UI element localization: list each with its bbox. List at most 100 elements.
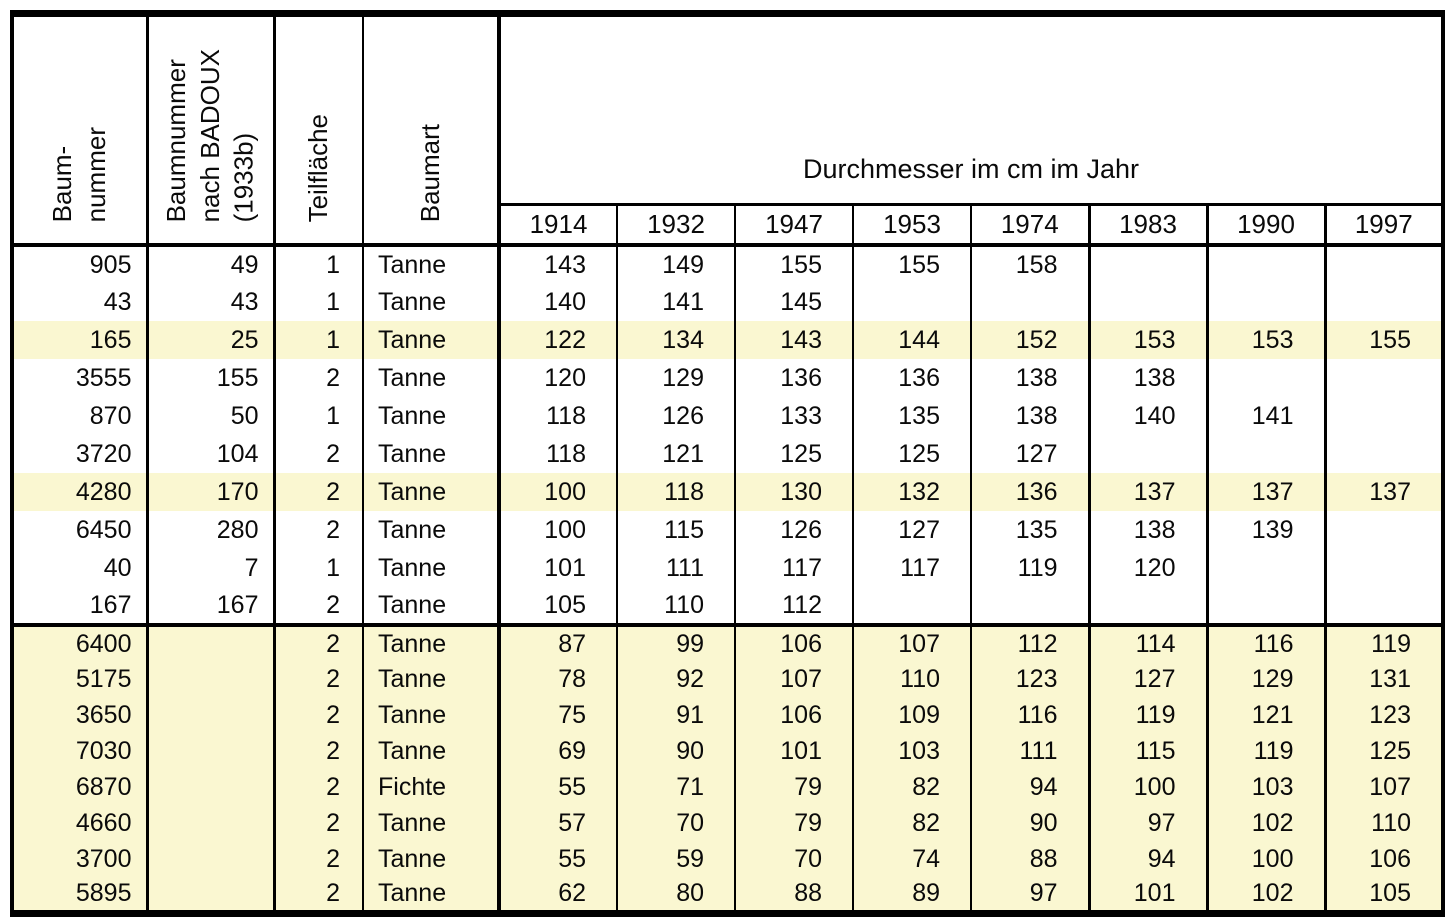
year-value-cell: 152 [971, 321, 1091, 359]
badoux-cell: 7 [147, 549, 276, 587]
year-value-cell: 149 [617, 245, 736, 283]
year-value-cell [853, 283, 972, 321]
year-value-cell: 130 [735, 473, 854, 511]
year-value-cell: 120 [499, 359, 618, 397]
badoux-cell: 50 [147, 397, 276, 435]
year-value-cell [1325, 283, 1443, 321]
year-value-cell: 88 [735, 877, 854, 913]
badoux-cell: 155 [147, 359, 276, 397]
table-row: 3555 155 2 Tanne 120 129 136 136 138 138 [12, 359, 1443, 397]
year-value-cell: 110 [617, 587, 736, 627]
year-value-cell: 70 [617, 805, 736, 841]
col-header-teilflaeche-label: Teilfläche [302, 113, 333, 222]
year-value-cell: 111 [971, 733, 1091, 769]
year-value-cell: 138 [971, 359, 1091, 397]
year-value-cell: 155 [1325, 321, 1443, 359]
year-value-cell: 82 [853, 805, 972, 841]
year-value-cell: 137 [1089, 473, 1209, 511]
baumart-cell: Tanne [363, 805, 501, 841]
year-value-cell: 144 [853, 321, 972, 359]
table-row: 3720 104 2 Tanne 118 121 125 125 127 [12, 435, 1443, 473]
year-value-cell: 136 [735, 359, 854, 397]
year-value-cell [1207, 549, 1327, 587]
baumnummer-cell: 3720 [12, 435, 149, 473]
year-value-cell: 117 [853, 549, 972, 587]
teilflaeche-cell: 2 [274, 511, 364, 549]
baumnummer-cell: 6870 [12, 769, 149, 805]
year-value-cell: 91 [617, 697, 736, 733]
year-value-cell: 88 [971, 841, 1091, 877]
teilflaeche-cell: 2 [274, 769, 364, 805]
baumart-cell: Tanne [363, 877, 501, 913]
year-value-cell: 79 [735, 769, 854, 805]
baumart-cell: Tanne [363, 511, 501, 549]
year-value-cell: 114 [1089, 625, 1209, 661]
col-header-badoux: Baumnummer nach BADOUX (1933b) [147, 13, 276, 247]
year-value-cell [1325, 587, 1443, 627]
year-value-cell: 119 [971, 549, 1091, 587]
baumart-cell: Tanne [363, 661, 501, 697]
year-value-cell [1089, 435, 1209, 473]
baumart-cell: Tanne [363, 697, 501, 733]
year-value-cell: 125 [853, 435, 972, 473]
teilflaeche-cell: 2 [274, 697, 364, 733]
baumart-cell: Tanne [363, 625, 501, 661]
header-row-main: Baum-nummer Baumnummer nach BADOUX (1933b)… [12, 13, 1443, 247]
year-value-cell [1207, 435, 1327, 473]
badoux-cell: 280 [147, 511, 276, 549]
year-value-cell: 119 [1207, 733, 1327, 769]
baumart-cell: Tanne [363, 587, 501, 627]
baumart-cell: Tanne [363, 841, 501, 877]
year-value-cell: 153 [1207, 321, 1327, 359]
year-value-cell: 129 [1207, 661, 1327, 697]
col-header-badoux-label: Baumnummer nach BADOUX (1933b) [160, 48, 259, 222]
teilflaeche-cell: 2 [274, 733, 364, 769]
table-container: Baum-nummer Baumnummer nach BADOUX (1933b)… [10, 10, 1445, 917]
year-value-cell: 135 [853, 397, 972, 435]
year-value-cell: 105 [1325, 877, 1443, 913]
year-value-cell [1325, 435, 1443, 473]
year-header-1990: 1990 [1207, 204, 1327, 247]
year-value-cell: 100 [499, 511, 618, 549]
year-value-cell: 107 [853, 625, 972, 661]
year-value-cell: 103 [853, 733, 972, 769]
year-header-1947: 1947 [735, 204, 854, 247]
year-value-cell: 140 [499, 283, 618, 321]
year-value-cell: 82 [853, 769, 972, 805]
table-row: 3650 2 Tanne 75 91 106 109 116 119 121 123 [12, 697, 1443, 733]
baumnummer-cell: 43 [12, 283, 149, 321]
year-value-cell: 89 [853, 877, 972, 913]
badoux-cell [147, 697, 276, 733]
year-value-cell: 100 [499, 473, 618, 511]
year-value-cell [1207, 283, 1327, 321]
year-value-cell: 57 [499, 805, 618, 841]
baumnummer-cell: 5175 [12, 661, 149, 697]
year-value-cell: 135 [971, 511, 1091, 549]
year-value-cell [1089, 587, 1209, 627]
badoux-cell [147, 661, 276, 697]
badoux-cell [147, 769, 276, 805]
year-value-cell: 94 [1089, 841, 1209, 877]
year-value-cell: 118 [617, 473, 736, 511]
year-value-cell: 80 [617, 877, 736, 913]
baumnummer-cell: 870 [12, 397, 149, 435]
teilflaeche-cell: 1 [274, 549, 364, 587]
badoux-cell [147, 625, 276, 661]
year-value-cell: 111 [617, 549, 736, 587]
table-row: 6450 280 2 Tanne 100 115 126 127 135 138 139 [12, 511, 1443, 549]
table-row: 5895 2 Tanne 62 80 88 89 97 101 102 105 [12, 877, 1443, 913]
year-value-cell [1325, 359, 1443, 397]
year-value-cell: 115 [617, 511, 736, 549]
year-value-cell: 126 [735, 511, 854, 549]
year-value-cell [1089, 283, 1209, 321]
year-value-cell: 71 [617, 769, 736, 805]
table-row: 167 167 2 Tanne 105 110 112 [12, 587, 1443, 627]
baumnummer-cell: 40 [12, 549, 149, 587]
year-value-cell: 101 [735, 733, 854, 769]
span-header-durchmesser: Durchmesser im cm im Jahr [499, 13, 1443, 206]
year-value-cell: 118 [499, 397, 618, 435]
year-value-cell: 127 [1089, 661, 1209, 697]
year-value-cell [1325, 245, 1443, 283]
year-value-cell: 97 [971, 877, 1091, 913]
year-value-cell: 62 [499, 877, 618, 913]
